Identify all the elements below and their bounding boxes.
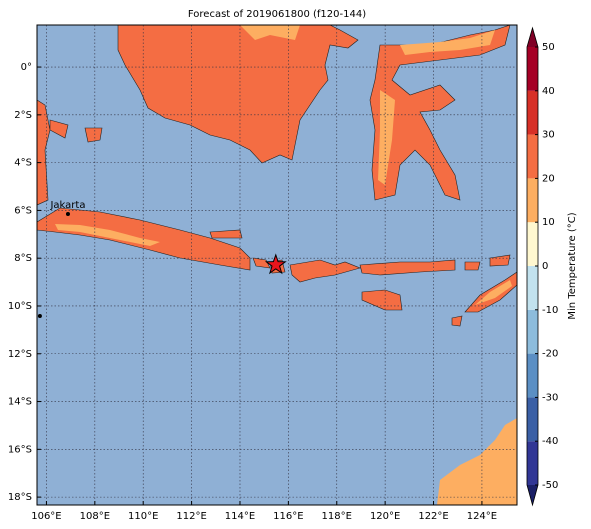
x-tick-label: 122°E (418, 511, 448, 522)
sulawesi (369, 25, 511, 201)
y-tick-label: 16°S (8, 444, 32, 455)
colorbar-band (527, 90, 538, 135)
y-tick-label: 10°S (8, 301, 32, 312)
colorbar-band (527, 353, 538, 398)
colorbar-band (527, 397, 538, 442)
colorbar-band (527, 222, 538, 266)
y-tick-label: 4°S (14, 158, 32, 169)
colorbar-tick-label: -10 (542, 305, 558, 316)
colorbar-band (527, 309, 538, 354)
place-dot (65, 211, 70, 216)
y-tick-label: 12°S (8, 349, 32, 360)
y-tick-label: 18°S (8, 492, 32, 503)
place-label: Jakarta (49, 200, 85, 211)
lesser-sunda (252, 254, 517, 327)
x-tick-label: 118°E (322, 511, 352, 522)
x-tick-label: 120°E (370, 511, 400, 522)
colorbar-band (527, 134, 538, 179)
australia (437, 418, 517, 505)
colorbar-label: Min Temperature (°C) (567, 212, 578, 319)
x-tick-label: 106°E (31, 511, 61, 522)
colorbar-tick-label: 10 (542, 217, 555, 228)
grid-layer (37, 25, 517, 505)
colorbar-tick-label: 30 (542, 130, 555, 141)
y-tick-label: 2°S (14, 110, 32, 121)
java-warm (55, 224, 160, 246)
colorbar-tick-label: -30 (542, 392, 558, 403)
dot-marker (37, 314, 42, 319)
y-tick-label: 8°S (14, 253, 32, 264)
colorbar-tick-label: 50 (542, 42, 555, 53)
colorbar-tick-label: -20 (542, 349, 558, 360)
y-tick-label: 0° (21, 62, 32, 73)
timor-warm (475, 280, 512, 305)
colorbar-band (527, 441, 538, 485)
colorbar-extend (527, 28, 538, 47)
colorbar-tick-label: 40 (542, 86, 555, 97)
y-tick-label: 6°S (14, 205, 32, 216)
x-tick-label: 116°E (273, 511, 303, 522)
colorbar-band (527, 47, 538, 91)
x-tick-label: 108°E (80, 511, 110, 522)
x-tick-label: 124°E (467, 511, 497, 522)
y-tick-label: 14°S (8, 397, 32, 408)
x-tick-label: 112°E (176, 511, 206, 522)
x-tick-label: 110°E (128, 511, 158, 522)
colorbar-band (527, 266, 538, 310)
sumatra (37, 99, 103, 206)
borneo-warm (240, 25, 300, 40)
star-marker (264, 253, 287, 275)
borneo (117, 25, 359, 164)
colorbar-band (527, 178, 538, 223)
colorbar-tick-label: -40 (542, 436, 558, 447)
map-title: Forecast of 2019061800 (f120-144) (188, 9, 366, 20)
colorbar-tick-label: 20 (542, 173, 555, 184)
colorbar-tick-label: -50 (542, 480, 558, 491)
colorbar-tick-label: 0 (542, 261, 548, 272)
colorbar-extend (527, 485, 538, 505)
sulawesi-warm (378, 30, 495, 185)
map-frame (36, 24, 518, 506)
x-tick-label: 114°E (225, 511, 255, 522)
